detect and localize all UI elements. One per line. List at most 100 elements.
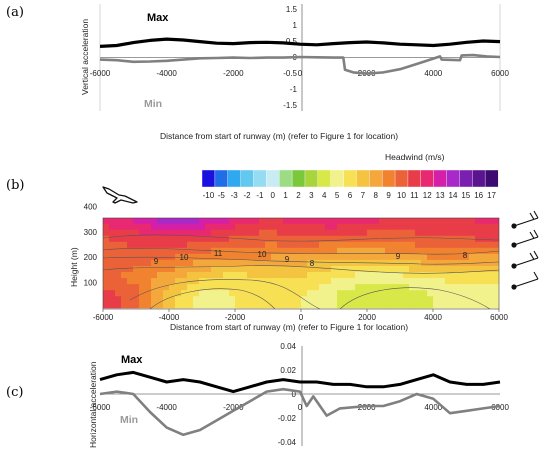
heatmap-cell: [397, 247, 404, 254]
heatmap-cell: [163, 289, 170, 297]
heatmap-cell: [157, 289, 164, 297]
heatmap-cell: [367, 283, 374, 291]
heatmap-cell: [193, 271, 200, 279]
heatmap-cell: [391, 301, 398, 309]
colorbar-tick-label: 16: [474, 191, 483, 200]
heatmap-cell: [301, 277, 308, 285]
heatmap-cell: [409, 235, 416, 242]
heatmap-cell: [181, 241, 188, 248]
heatmap-cell: [337, 277, 344, 285]
panel-c-max-label: Max: [121, 354, 143, 366]
heatmap-cell: [127, 265, 134, 273]
heatmap-cell: [133, 301, 140, 309]
heatmap-cell: [151, 295, 158, 303]
panel-b-x-axis-label: Distance from start of runway (m) (refer…: [170, 322, 408, 332]
heatmap-cell: [391, 295, 398, 303]
heatmap-cell: [307, 235, 314, 242]
heatmap-cell: [253, 235, 260, 242]
heatmap-cell: [439, 289, 446, 297]
heatmap-cell: [481, 277, 488, 285]
heatmap-cell: [403, 259, 410, 266]
contour-label: 9: [396, 252, 401, 261]
heatmap-cell: [397, 253, 404, 260]
heatmap-cell: [295, 271, 302, 279]
heatmap-cell: [391, 253, 398, 260]
heatmap-cell: [187, 259, 194, 266]
heatmap-cell: [463, 211, 470, 218]
heatmap-cell: [475, 253, 482, 260]
heatmap-cell: [475, 205, 482, 212]
heatmap-cell: [439, 301, 446, 309]
heatmap-cell: [187, 295, 194, 303]
heatmap-cell: [439, 229, 446, 236]
heatmap-cell: [409, 218, 416, 224]
heatmap-cell: [163, 223, 170, 230]
heatmap-cell: [469, 235, 476, 242]
heatmap-cell: [289, 199, 296, 206]
heatmap-cell: [463, 289, 470, 297]
heatmap-cell: [307, 218, 314, 224]
heatmap-cell: [391, 265, 398, 273]
heatmap-cell: [445, 247, 452, 254]
heatmap-cell: [349, 241, 356, 248]
heatmap-cell: [379, 253, 386, 260]
colorbar-tick-label: 5: [335, 191, 340, 200]
heatmap-cell: [121, 295, 128, 303]
heatmap-cell: [481, 223, 488, 230]
heatmap-cell: [163, 253, 170, 260]
heatmap-cell: [223, 241, 230, 248]
heatmap-cell: [127, 283, 134, 291]
panel-a-x-tick-label: 0: [298, 69, 303, 78]
heatmap-cell: [127, 247, 134, 254]
heatmap-cell: [271, 265, 278, 273]
heatmap-cell: [139, 229, 146, 236]
heatmap-cell: [109, 218, 116, 224]
heatmap-cell: [487, 265, 494, 273]
heatmap-cell: [409, 283, 416, 291]
heatmap-cell: [163, 277, 170, 285]
heatmap-cell: [481, 205, 488, 212]
heatmap-cell: [427, 218, 434, 224]
heatmap-cell: [235, 218, 242, 224]
heatmap-cell: [385, 265, 392, 273]
colorbar-swatch: [484, 169, 499, 188]
heatmap-cell: [451, 259, 458, 266]
heatmap-cell: [403, 235, 410, 242]
heatmap-cell: [361, 223, 368, 230]
heatmap-cell: [295, 259, 302, 266]
heatmap-cell: [265, 265, 272, 273]
heatmap-cell: [169, 265, 176, 273]
heatmap-cell: [247, 229, 254, 236]
heatmap-cell: [427, 289, 434, 297]
heatmap-cell: [439, 295, 446, 303]
heatmap-cell: [241, 301, 248, 309]
heatmap-cell: [139, 259, 146, 266]
heatmap-cell: [325, 235, 332, 242]
panel-a-x-tick-label: 4000: [424, 69, 442, 78]
heatmap-cell: [301, 283, 308, 291]
heatmap-cell: [247, 283, 254, 291]
heatmap-cell: [427, 205, 434, 212]
heatmap-cell: [133, 241, 140, 248]
heatmap-cell: [469, 295, 476, 303]
heatmap-cell: [367, 205, 374, 212]
heatmap-cell: [481, 265, 488, 273]
heatmap-cell: [229, 301, 236, 309]
panel-a-y-tick-label: -0.5: [283, 69, 297, 78]
heatmap-cell: [217, 241, 224, 248]
heatmap-cell: [145, 253, 152, 260]
heatmap-cell: [109, 277, 116, 285]
heatmap-cell: [439, 241, 446, 248]
colorbar-tick-label: 1: [283, 191, 288, 200]
heatmap-cell: [241, 253, 248, 260]
heatmap-cell: [385, 241, 392, 248]
heatmap-cell: [217, 271, 224, 279]
heatmap-cell: [451, 205, 458, 212]
heatmap-cell: [433, 295, 440, 303]
heatmap-cell: [271, 211, 278, 218]
heatmap-cell: [487, 218, 494, 224]
heatmap-cell: [289, 265, 296, 273]
heatmap-cell: [337, 223, 344, 230]
heatmap-cell: [397, 259, 404, 266]
heatmap-cell: [439, 271, 446, 279]
